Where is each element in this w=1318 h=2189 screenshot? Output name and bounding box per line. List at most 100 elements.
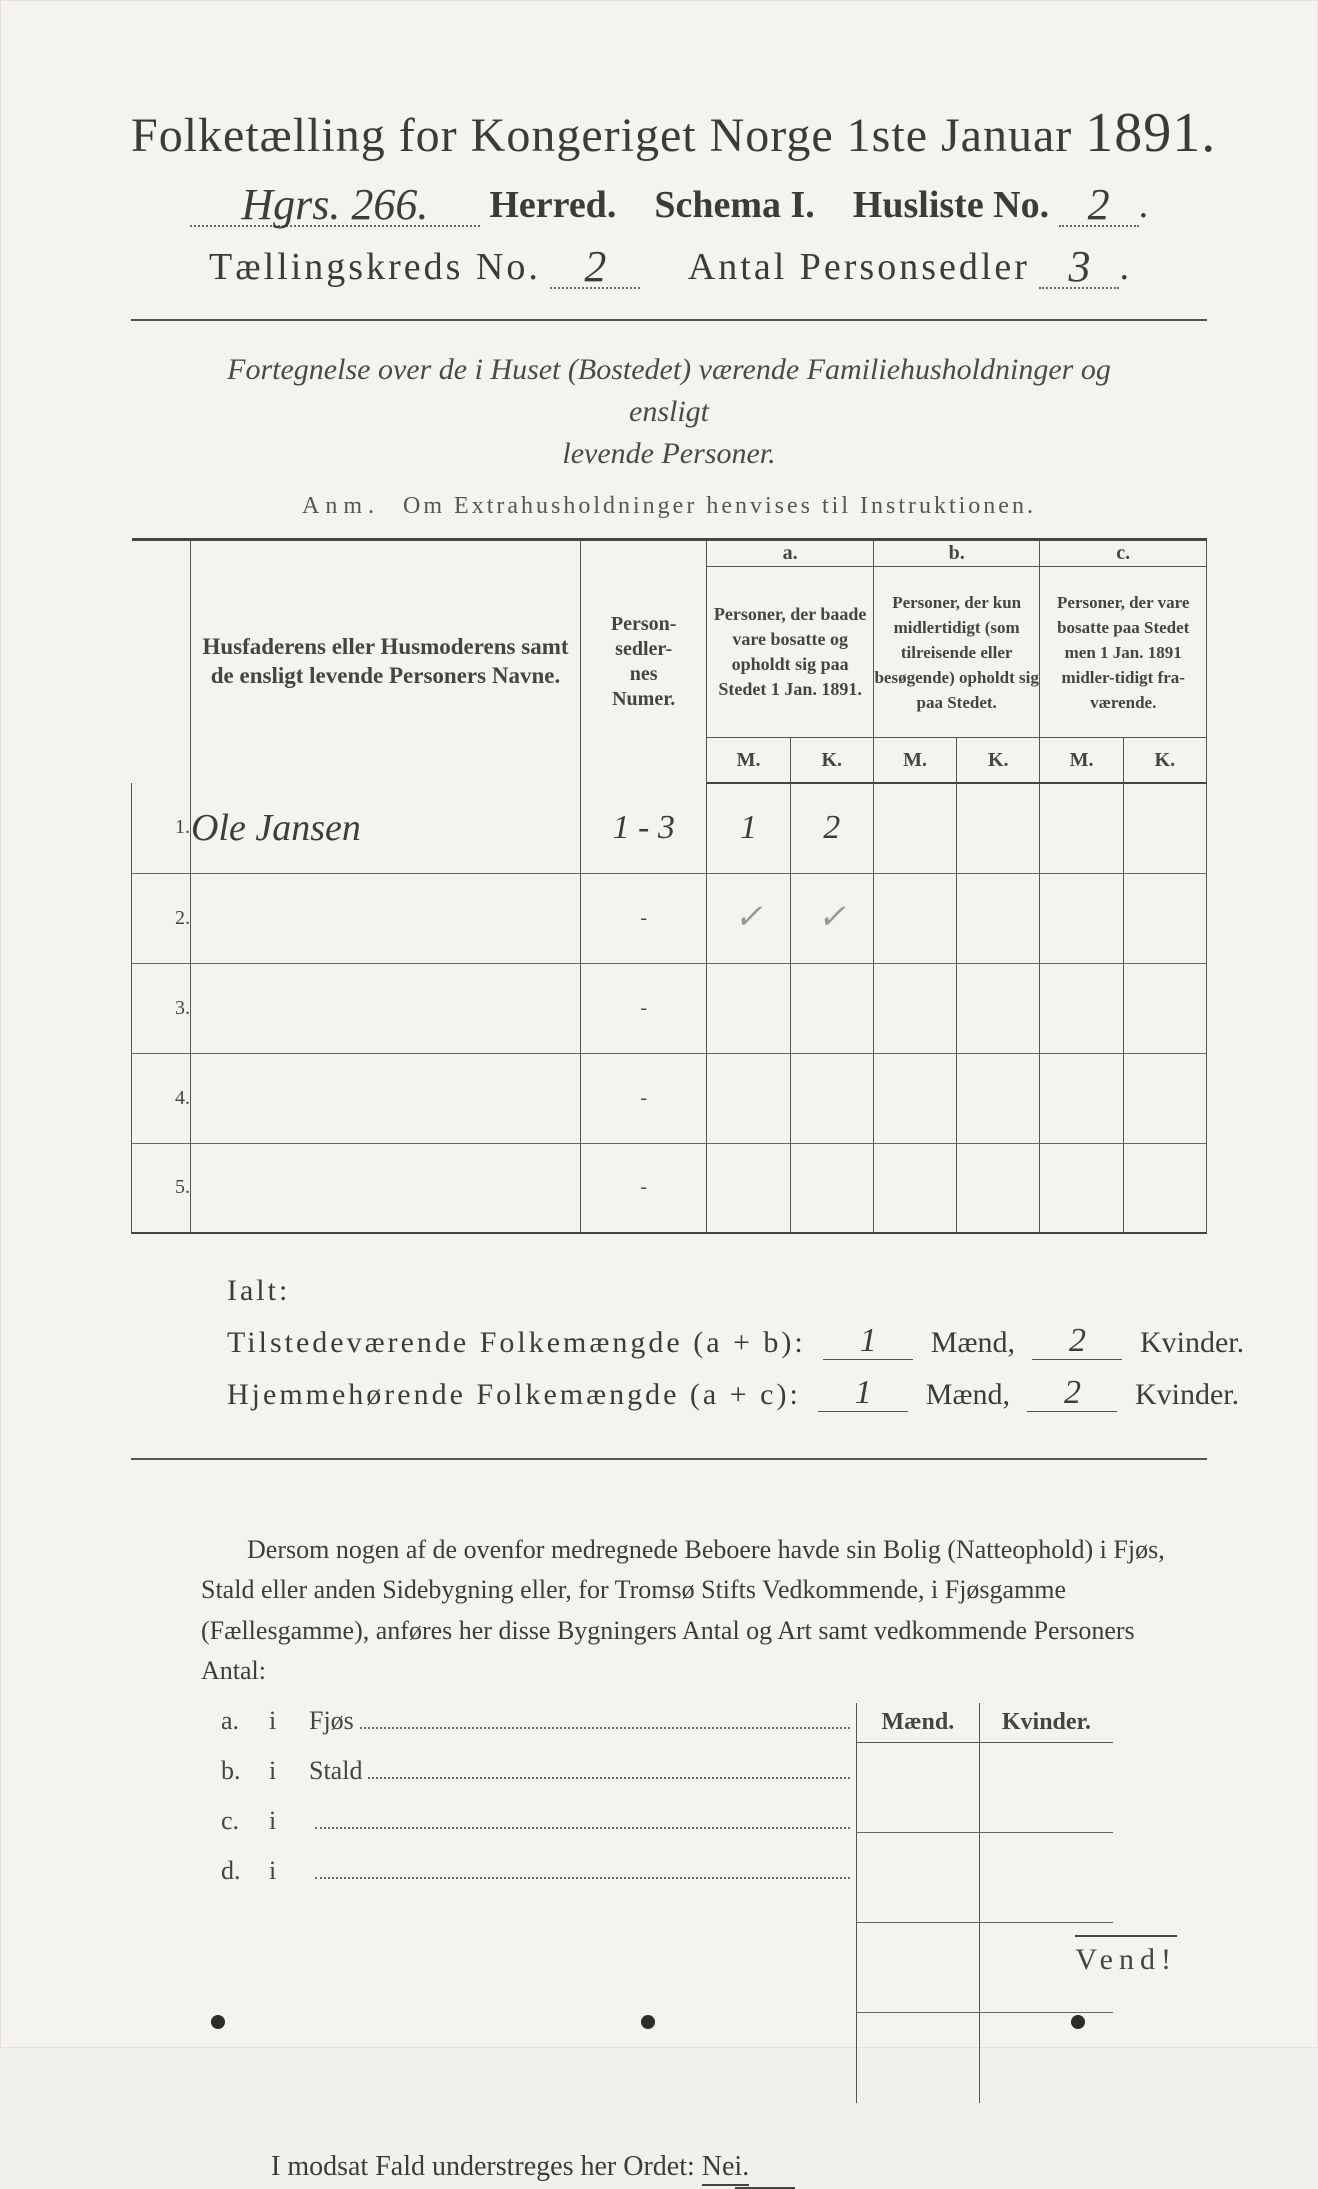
- husliste-period: .: [1139, 184, 1149, 226]
- col-rownum-header: [132, 540, 191, 784]
- totals-row2-label: Hjemmehørende Folkemængde (a + c):: [227, 1378, 801, 1411]
- row-name: [191, 1053, 581, 1143]
- list-i: i: [269, 1706, 309, 1736]
- row-c-k: [1123, 963, 1206, 1053]
- mk-cell: [979, 2013, 1113, 2103]
- household-table: Husfaderens eller Husmoderens samt de en…: [131, 538, 1207, 1234]
- totals-row1-k: 2: [1069, 1322, 1086, 1359]
- row-number: 5.: [132, 1143, 191, 1233]
- col-b-tag: b.: [873, 540, 1040, 567]
- maend-label: Mænd,: [931, 1326, 1015, 1359]
- col-a-header: Personer, der baade vare bosatte og opho…: [707, 567, 874, 738]
- kreds-label: Tællingskreds No.: [209, 246, 541, 288]
- table-row: 1. Ole Jansen 1 - 3 1 2: [132, 783, 1207, 873]
- row-name: [191, 873, 581, 963]
- mid-rule: [131, 1458, 1207, 1460]
- row-b-m: [873, 1053, 956, 1143]
- col-b-k: K.: [957, 738, 1040, 784]
- row-c-m: [1040, 1143, 1123, 1233]
- vend-label: Vend!: [1075, 1935, 1177, 1977]
- col-a-k: K.: [790, 738, 873, 784]
- herred-handwritten: Hgrs. 266.: [241, 180, 428, 229]
- col-c-m: M.: [1040, 738, 1123, 784]
- row-c-k: [1123, 1143, 1206, 1233]
- row-number: 1.: [132, 783, 191, 873]
- header-line-3: Tællingskreds No. 2 Antal Personsedler 3…: [131, 245, 1207, 289]
- totals-row2-k: 2: [1064, 1374, 1081, 1411]
- row-b-k: [957, 783, 1040, 873]
- col-name-header: Husfaderens eller Husmoderens samt de en…: [191, 540, 581, 784]
- row-pers: -: [580, 1143, 706, 1233]
- nei-line: I modsat Fald understreges her Ordet: Ne…: [271, 2151, 1207, 2189]
- row-number: 2.: [132, 873, 191, 963]
- list-text: Fjøs: [309, 1706, 354, 1736]
- maend-label: Mænd,: [926, 1378, 1010, 1411]
- table-row: 4. -: [132, 1053, 1207, 1143]
- col-c-header: Personer, der vare bosatte paa Stedet me…: [1040, 567, 1207, 738]
- row-a-m: [707, 1143, 790, 1233]
- row-a-m: [707, 1053, 790, 1143]
- row-number: 4.: [132, 1053, 191, 1143]
- totals-row-resident: Hjemmehørende Folkemængde (a + c): 1 Mæn…: [227, 1376, 1207, 1412]
- personsedler-no: 3: [1068, 242, 1090, 291]
- census-form-page: Folketælling for Kongeriget Norge 1ste J…: [0, 0, 1318, 2048]
- list-item: d. i: [221, 1853, 856, 1903]
- totals-block: Ialt: Tilstedeværende Folkemængde (a + b…: [227, 1274, 1207, 1412]
- nei-underline-extra: [735, 2187, 795, 2189]
- row-a-m: [707, 963, 790, 1053]
- col-a-m: M.: [707, 738, 790, 784]
- header-line-2: Hgrs. 266. Herred. Schema I. Husliste No…: [131, 183, 1207, 227]
- list-item: b. i Stald: [221, 1753, 856, 1803]
- row-name: [191, 1143, 581, 1233]
- mk-kvinder-header: Kvinder.: [979, 1703, 1113, 1743]
- row-c-m: [1040, 873, 1123, 963]
- totals-row-present: Tilstedeværende Folkemængde (a + b): 1 M…: [227, 1324, 1207, 1360]
- row-a-m: ✓: [707, 873, 790, 963]
- personsedler-label: Antal Personsedler: [688, 246, 1030, 288]
- husliste-no: 2: [1088, 180, 1110, 229]
- table-row: 2. - ✓ ✓: [132, 873, 1207, 963]
- mk-cell: [856, 2013, 979, 2103]
- row-a-k: 2: [790, 783, 873, 873]
- dotted-leader: [368, 1753, 849, 1778]
- list-item: c. i: [221, 1803, 856, 1853]
- col-pers-header: Person- sedler- nes Numer.: [580, 540, 706, 784]
- list-tag: a.: [221, 1706, 269, 1736]
- col-c-tag: c.: [1040, 540, 1207, 567]
- nei-text: I modsat Fald understreges her Ordet:: [271, 2151, 695, 2182]
- col-b-m: M.: [873, 738, 956, 784]
- row-name: [191, 963, 581, 1053]
- anm-line: Anm. Om Extrahusholdninger henvises til …: [131, 493, 1207, 520]
- row-b-m: [873, 873, 956, 963]
- header-rule: [131, 319, 1207, 321]
- row-c-k: [1123, 1053, 1206, 1143]
- row-pers: -: [580, 1053, 706, 1143]
- personsedler-period: .: [1119, 246, 1129, 288]
- subtitle-line1: Fortegnelse over de i Huset (Bostedet) v…: [227, 353, 1111, 428]
- husliste-label: Husliste No.: [853, 184, 1049, 226]
- list-tag: c.: [221, 1806, 269, 1836]
- row-number: 3.: [132, 963, 191, 1053]
- list-tag: d.: [221, 1856, 269, 1886]
- row-b-k: [957, 1053, 1040, 1143]
- mk-cell: [979, 1743, 1113, 1833]
- table-row: 3. -: [132, 963, 1207, 1053]
- mk-cell: [856, 1743, 979, 1833]
- binding-dot: [641, 2015, 655, 2029]
- side-building-paragraph: Dersom nogen af de ovenfor medregnede Be…: [201, 1530, 1177, 1691]
- page-title: Folketælling for Kongeriget Norge 1ste J…: [131, 101, 1207, 165]
- row-pers: -: [580, 873, 706, 963]
- row-pers: -: [580, 963, 706, 1053]
- subtitle: Fortegnelse over de i Huset (Bostedet) v…: [191, 349, 1147, 475]
- anm-label: Anm.: [302, 493, 380, 519]
- maend-kvinder-table: Mænd. Kvinder.: [856, 1703, 1113, 2103]
- dotted-leader: [315, 1803, 850, 1828]
- dotted-leader: [315, 1853, 850, 1878]
- totals-row1-m: 1: [860, 1322, 877, 1359]
- list-i: i: [269, 1806, 309, 1836]
- row-b-k: [957, 873, 1040, 963]
- row-b-m: [873, 1143, 956, 1233]
- row-b-k: [957, 1143, 1040, 1233]
- subtitle-line2: levende Personer.: [562, 437, 775, 470]
- totals-row1-label: Tilstedeværende Folkemængde (a + b):: [227, 1326, 806, 1359]
